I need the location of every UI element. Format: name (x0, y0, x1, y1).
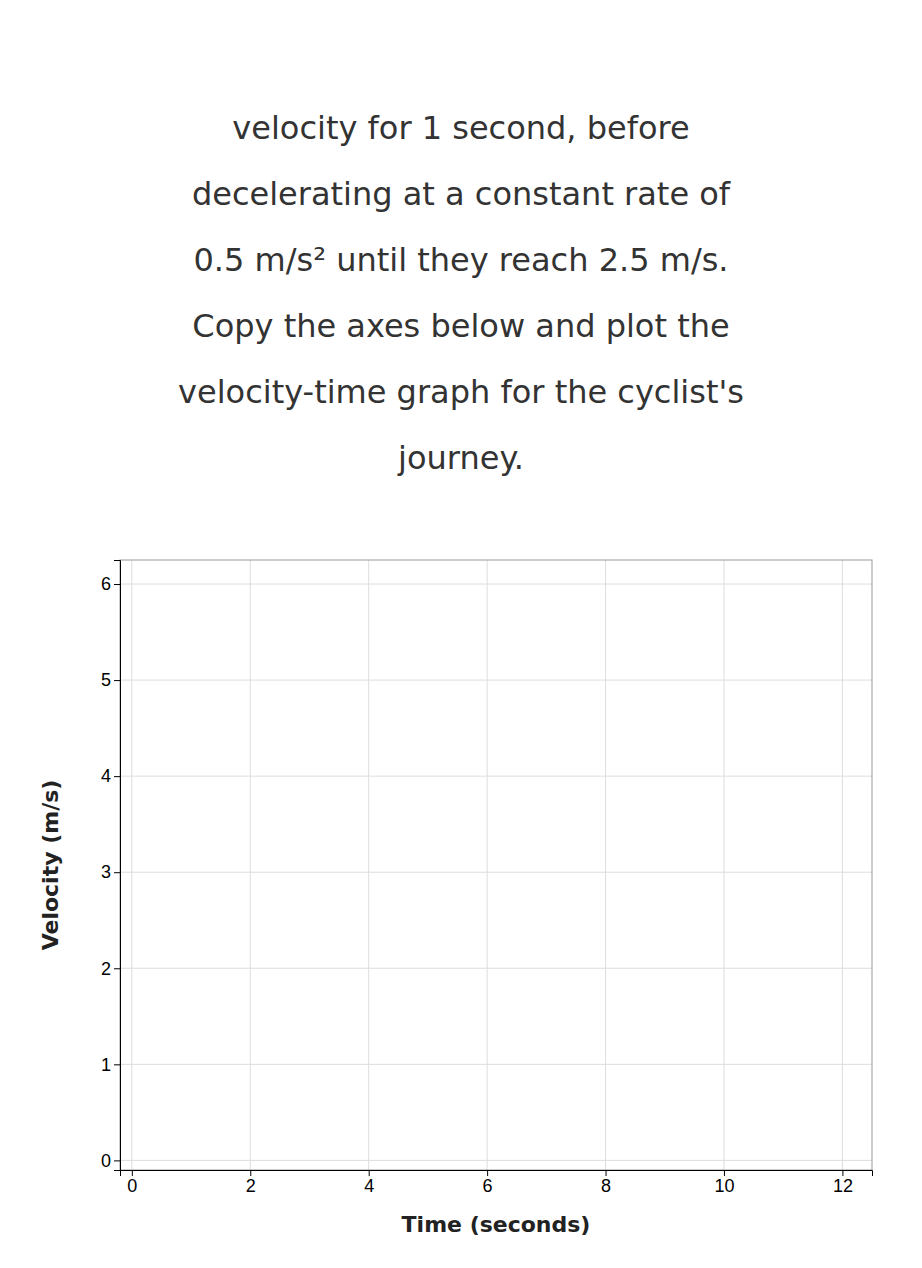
axis-line (121, 1171, 873, 1177)
tick-label: 5 (101, 670, 111, 690)
tick-mark (114, 968, 120, 969)
tick: 2 (101, 959, 120, 979)
grid-line (842, 560, 843, 1170)
tick: 1 (101, 1055, 120, 1075)
y-axis-title: Velocity (m/s) (38, 780, 63, 951)
tick-label: 4 (101, 766, 111, 786)
grid-line (131, 560, 132, 1170)
annotation: journey. (397, 439, 524, 477)
x-axis: 0 2 4 6 8 10 12 (121, 1170, 873, 1196)
annotation: 0.5 m/s² until they reach 2.5 m/s. (193, 241, 728, 279)
tick-mark (114, 680, 120, 681)
tick: 4 (101, 766, 120, 786)
y-axis: 0 1 2 3 4 5 6 (101, 561, 121, 1171)
grid-line (120, 776, 872, 777)
tick-label: 1 (101, 1055, 111, 1075)
tick: 0 (101, 1151, 120, 1171)
tick-label: 0 (127, 1176, 137, 1196)
tick-label: 12 (833, 1176, 853, 1196)
tick: 10 (714, 1170, 734, 1196)
axis-line (114, 561, 121, 1171)
tick-label: 8 (601, 1176, 611, 1196)
grid-line (368, 560, 369, 1170)
tick-mark (114, 776, 120, 777)
tick: 8 (601, 1170, 611, 1196)
tick-label: 2 (101, 959, 111, 979)
grid-line (487, 560, 488, 1170)
tick: 6 (483, 1170, 493, 1196)
tick-mark (114, 1064, 120, 1065)
tick: 6 (101, 574, 120, 594)
tick-mark (114, 872, 120, 873)
annotation: decelerating at a constant rate of (192, 175, 731, 213)
tick-label: 0 (101, 1151, 111, 1171)
grid-line (723, 560, 724, 1170)
grid (120, 560, 872, 1170)
grid-line (120, 1160, 872, 1161)
tick-label: 3 (101, 862, 111, 882)
annotations: velocity for 1 second, before deceleratin… (178, 109, 744, 477)
annotation: velocity for 1 second, before (232, 109, 689, 147)
tick: 4 (364, 1170, 374, 1196)
tick-label: 6 (101, 574, 111, 594)
tick: 0 (127, 1170, 137, 1196)
plot-frame (120, 560, 872, 1170)
annotation: velocity-time graph for the cyclist's (178, 373, 744, 411)
grid-line (120, 584, 872, 585)
tick: 5 (101, 670, 120, 690)
grid-line (120, 968, 872, 969)
tick: 2 (246, 1170, 256, 1196)
grid-line (120, 1064, 872, 1065)
plot: 0246810120123456 (101, 560, 873, 1196)
tick-mark (114, 584, 120, 585)
chart: velocity for 1 second, before deceleratin… (0, 0, 922, 1268)
tick-label: 4 (364, 1176, 374, 1196)
tick-label: 10 (714, 1176, 734, 1196)
annotation: Copy the axes below and plot the (192, 307, 729, 345)
tick-mark (114, 1160, 120, 1161)
tick: 3 (101, 862, 120, 882)
x-axis-title: Time (seconds) (402, 1212, 591, 1237)
grid-line (120, 872, 872, 873)
grid-line (250, 560, 251, 1170)
grid-line (605, 560, 606, 1170)
tick-label: 2 (246, 1176, 256, 1196)
grid-line (120, 680, 872, 681)
tick-label: 6 (483, 1176, 493, 1196)
tick: 12 (833, 1170, 853, 1196)
